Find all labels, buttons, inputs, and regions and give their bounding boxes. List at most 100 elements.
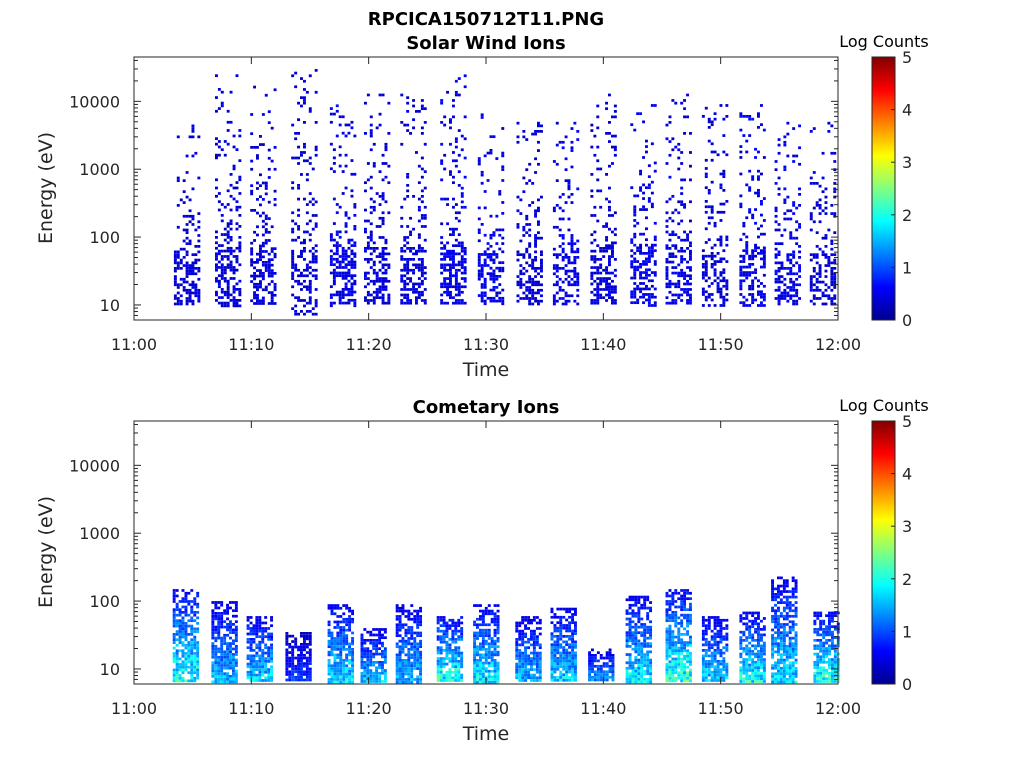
spectrogram-cell — [564, 277, 568, 281]
spectrogram-cell — [409, 230, 413, 234]
spectrogram-cell — [387, 211, 391, 215]
spectrogram-cell — [483, 299, 487, 303]
spectrogram-cell — [611, 244, 614, 248]
spectrogram-cell — [555, 225, 559, 229]
spectrogram-cell — [454, 640, 458, 644]
spectrogram-cell — [815, 231, 819, 235]
spectrogram-cell — [742, 115, 746, 118]
spectrogram-cell — [833, 272, 837, 276]
spectrogram-cell — [172, 608, 176, 612]
spectrogram-cell — [480, 286, 484, 289]
spectrogram-cell — [445, 635, 449, 639]
spectrogram-cell — [449, 263, 452, 267]
spectrogram-cell — [372, 671, 376, 675]
spectrogram-cell — [176, 264, 180, 267]
spectrogram-cell — [369, 641, 373, 645]
spectrogram-cell — [653, 104, 657, 107]
spectrogram-cell — [398, 650, 402, 654]
spectrogram-cell — [671, 137, 675, 141]
spectrogram-cell — [571, 654, 575, 657]
spectrogram-cell — [442, 679, 446, 682]
spectrogram-cell — [498, 247, 502, 251]
spectrogram-cell — [596, 189, 600, 193]
spectrogram-cell — [194, 267, 198, 270]
spectrogram-cell — [187, 657, 191, 661]
spectrogram-cell — [457, 624, 461, 628]
spectrogram-cell — [344, 134, 348, 138]
spectrogram-cell — [704, 172, 708, 176]
spectrogram-cell — [341, 257, 345, 261]
spectrogram-cell — [417, 296, 421, 300]
spectrogram-cell — [445, 676, 449, 680]
spectrogram-cell — [454, 279, 458, 283]
spectrogram-cell — [398, 623, 402, 627]
spectrogram-cell — [351, 642, 355, 646]
spectrogram-cell — [215, 290, 218, 294]
spectrogram-cell — [375, 644, 379, 648]
spectrogram-cell — [258, 635, 262, 639]
spectrogram-cell — [490, 642, 494, 646]
spectrogram-cell — [398, 678, 402, 681]
spectrogram-cell — [561, 242, 565, 246]
spectrogram-cell — [636, 298, 640, 302]
spectrogram-cell — [175, 676, 179, 680]
spectrogram-cell — [375, 666, 379, 670]
spectrogram-cell — [401, 623, 405, 627]
spectrogram-cell — [187, 602, 191, 606]
spectrogram-cell — [332, 197, 336, 201]
spectrogram-cell — [226, 658, 230, 662]
spectrogram-cell — [608, 186, 611, 190]
spectrogram-cell — [704, 158, 708, 162]
spectrogram-cell — [353, 301, 357, 305]
spectrogram-cell — [297, 279, 301, 283]
spectrogram-cell — [413, 615, 417, 618]
spectrogram-cell — [181, 624, 185, 628]
spectrogram-cell — [754, 208, 758, 211]
spectrogram-cell — [452, 230, 455, 234]
spectrogram-cell — [553, 648, 557, 652]
spectrogram-cell — [457, 244, 461, 248]
spectrogram-cell — [480, 275, 484, 278]
spectrogram-cell — [305, 667, 309, 671]
spectrogram-cell — [571, 646, 575, 649]
spectrogram-cell — [442, 635, 446, 639]
spectrogram-cell — [611, 162, 614, 165]
spectrogram-cell — [530, 660, 533, 663]
spectrogram-cell — [540, 250, 543, 254]
spectrogram-cell — [387, 293, 391, 297]
spectrogram-cell — [363, 628, 367, 631]
spectrogram-cell — [710, 208, 714, 211]
spectrogram-cell — [574, 610, 577, 614]
spectrogram-cell — [235, 200, 239, 204]
spectrogram-cell — [232, 249, 236, 253]
spectrogram-cell — [827, 121, 831, 125]
spectrogram-cell — [181, 630, 185, 633]
spectrogram-cell — [677, 279, 681, 283]
spectrogram-cell — [190, 679, 194, 683]
spectrogram-cell — [172, 613, 176, 617]
spectrogram-cell — [351, 656, 355, 659]
spectrogram-cell — [229, 666, 232, 670]
spectrogram-cell — [639, 189, 643, 192]
spectrogram-cell — [701, 287, 705, 291]
spectrogram-cell — [815, 272, 819, 276]
spectrogram-cell — [449, 274, 452, 278]
spectrogram-cell — [172, 646, 176, 650]
spectrogram-cell — [378, 628, 382, 631]
spectrogram-cell — [344, 282, 348, 286]
spectrogram-cell — [215, 252, 218, 256]
spectrogram-cell — [223, 639, 227, 643]
spectrogram-cell — [348, 623, 352, 627]
spectrogram-cell — [190, 619, 194, 623]
spectrogram-cell — [454, 244, 458, 248]
spectrogram-cell — [722, 304, 726, 307]
spectrogram-cell — [267, 110, 271, 114]
spectrogram-cell — [348, 650, 352, 654]
spectrogram-cell — [613, 153, 617, 157]
spectrogram-cell — [668, 121, 672, 124]
spectrogram-cell — [187, 624, 191, 628]
spectrogram-cell — [496, 620, 500, 624]
spectrogram-cell — [748, 208, 752, 211]
spectrogram-cell — [611, 214, 614, 217]
spectrogram-cell — [423, 216, 427, 220]
